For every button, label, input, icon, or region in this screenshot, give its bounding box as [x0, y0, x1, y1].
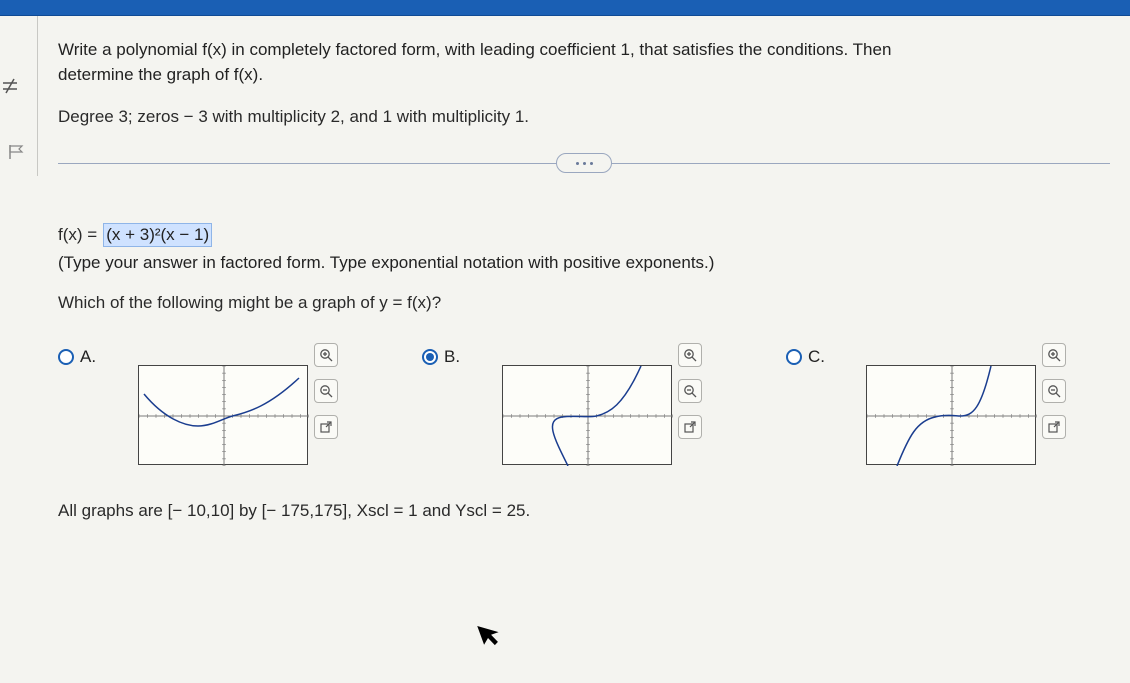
option-label: B. — [444, 347, 460, 367]
left-gutter — [0, 16, 38, 176]
radio-C[interactable] — [786, 349, 802, 365]
popout-icon[interactable] — [678, 415, 702, 439]
options-row: A. B. — [58, 347, 1110, 465]
graph-box — [138, 347, 308, 465]
graph-canvas[interactable] — [138, 365, 308, 465]
zoom-in-icon[interactable] — [678, 343, 702, 367]
option-label: A. — [80, 347, 96, 367]
graph-canvas[interactable] — [866, 365, 1036, 465]
prompt-line-1: Write a polynomial f(x) in completely fa… — [58, 40, 891, 59]
graph-canvas[interactable] — [502, 365, 672, 465]
graph-box — [866, 347, 1036, 465]
popout-icon[interactable] — [314, 415, 338, 439]
question-prompt: Write a polynomial f(x) in completely fa… — [58, 16, 1110, 87]
radio-B[interactable] — [422, 349, 438, 365]
option-A: A. — [58, 347, 382, 465]
zoom-in-icon[interactable] — [1042, 343, 1066, 367]
option-C: C. — [786, 347, 1110, 465]
window-top-bar — [0, 0, 1130, 16]
graph-box — [502, 347, 672, 465]
answer-input[interactable]: (x + 3)²(x − 1) — [103, 223, 212, 247]
popout-icon[interactable] — [1042, 415, 1066, 439]
not-equal-icon — [0, 74, 20, 98]
graph-window-text: All graphs are [− 10,10] by [− 175,175],… — [58, 501, 1110, 521]
prompt-line-2: determine the graph of f(x). — [58, 65, 263, 84]
zoom-in-icon[interactable] — [314, 343, 338, 367]
zoom-out-icon[interactable] — [1042, 379, 1066, 403]
fx-label: f(x) = — [58, 225, 97, 245]
zoom-out-icon[interactable] — [678, 379, 702, 403]
question-conditions: Degree 3; zeros − 3 with multiplicity 2,… — [58, 107, 1110, 127]
graph-question: Which of the following might be a graph … — [58, 293, 1110, 313]
option-label: C. — [808, 347, 825, 367]
option-B: B. — [422, 347, 746, 465]
answer-line: f(x) = (x + 3)²(x − 1) — [58, 223, 1110, 247]
radio-A[interactable] — [58, 349, 74, 365]
flag-icon[interactable] — [8, 144, 26, 163]
mouse-cursor-icon — [475, 617, 508, 657]
expand-hint-button[interactable] — [556, 153, 612, 173]
zoom-out-icon[interactable] — [314, 379, 338, 403]
separator-row — [58, 153, 1110, 175]
answer-hint: (Type your answer in factored form. Type… — [58, 253, 1110, 273]
